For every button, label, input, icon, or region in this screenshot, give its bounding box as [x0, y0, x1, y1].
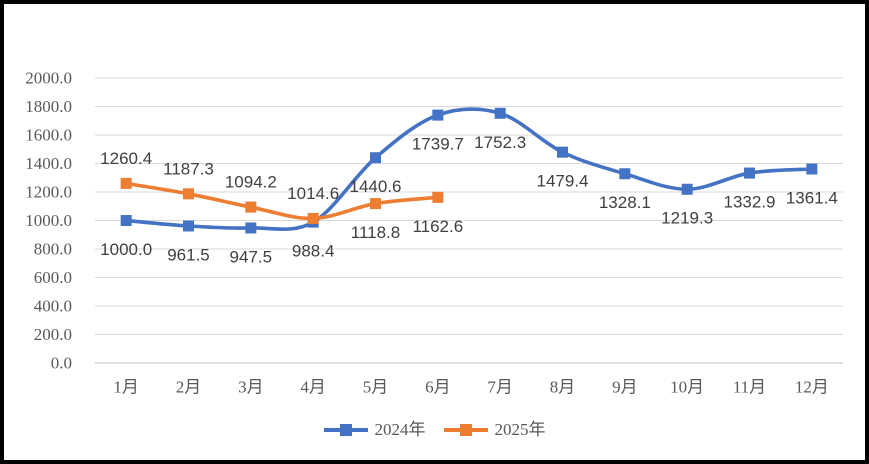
data-point-marker-2025年: [120, 177, 132, 189]
y-tick-label: 2000.0: [25, 69, 72, 88]
data-label-2024年: 961.5: [167, 245, 210, 264]
data-label-2025年: 1187.3: [163, 159, 214, 178]
data-point-marker-2025年: [183, 188, 194, 200]
data-label-2025年: 1162.6: [412, 217, 463, 236]
x-tick-label: 2月: [176, 378, 202, 397]
legend-square-2025: [459, 424, 472, 436]
data-label-2024年: 1219.3: [661, 209, 713, 228]
data-point-marker-2024年: [619, 168, 631, 180]
x-tick-label: 6月: [425, 378, 451, 397]
data-label-2024年: 988.4: [292, 242, 335, 261]
x-tick-label: 11月: [733, 378, 766, 397]
data-point-marker-2024年: [806, 163, 818, 175]
data-label-2024年: 1739.7: [412, 135, 464, 154]
x-tick-label: 12月: [795, 378, 829, 397]
data-label-2024年: 1328.1: [599, 193, 651, 212]
x-tick-label: 8月: [550, 378, 576, 397]
x-tick-label: 5月: [363, 378, 389, 397]
data-point-marker-2024年: [432, 109, 444, 121]
data-point-marker-2025年: [307, 212, 319, 224]
legend-item-2025: 2025年: [443, 419, 546, 441]
x-tick-label: 9月: [612, 378, 638, 397]
x-tick-label: 1月: [113, 378, 139, 397]
legend-item-2024: 2024年: [323, 419, 426, 441]
x-tick-label: 4月: [300, 378, 326, 397]
data-point-marker-2025年: [245, 201, 257, 213]
x-tick-label: 7月: [487, 378, 513, 397]
data-label-2024年: 947.5: [230, 247, 273, 266]
y-tick-label: 1800.0: [25, 97, 72, 116]
data-label-2025年: 1260.4: [100, 149, 152, 168]
y-tick-label: 1200.0: [25, 183, 72, 202]
y-tick-label: 600.0: [34, 268, 72, 287]
data-point-marker-2025年: [432, 191, 444, 203]
y-tick-label: 800.0: [34, 240, 72, 259]
x-tick-label: 3月: [238, 378, 264, 397]
line-chart: 0.0 200.0 400.0 600.0 800.0 1000.0 1200.0 1400.…: [25, 69, 843, 397]
y-tick-label: 1400.0: [25, 154, 72, 173]
data-label-2024年: 1440.6: [350, 177, 402, 196]
y-tick-label: 1000.0: [25, 211, 72, 230]
legend-line-square-marker-2024: [323, 424, 368, 436]
data-label-2024年: 1332.9: [724, 193, 776, 212]
y-tick-label: 200.0: [34, 325, 72, 344]
y-tick-label: 0.0: [51, 354, 72, 373]
data-label-2024年: 1752.3: [474, 133, 526, 152]
legend-line-square-marker-2025: [443, 424, 488, 436]
data-label-2024年: 1479.4: [537, 172, 589, 191]
legend-square-2024: [339, 424, 352, 436]
data-point-marker-2024年: [744, 167, 755, 179]
data-label-2025年: 1014.6: [287, 184, 339, 203]
data-point-marker-2024年: [120, 215, 132, 226]
x-tick-label: 10月: [670, 378, 704, 397]
legend-label-2025: 2025年: [494, 420, 546, 439]
data-label-2024年: 1000.0: [100, 240, 152, 259]
data-point-marker-2024年: [245, 222, 257, 234]
data-label-2024年: 1361.4: [786, 189, 838, 208]
data-point-marker-2024年: [370, 152, 381, 164]
data-point-marker-2024年: [557, 146, 568, 158]
data-point-marker-2024年: [681, 183, 693, 195]
data-label-2025年: 1094.2: [225, 173, 277, 192]
chart-legend: 2024年 2025年: [4, 419, 865, 441]
y-tick-label: 1600.0: [25, 126, 72, 145]
data-point-marker-2024年: [183, 220, 194, 232]
legend-label-2024: 2024年: [374, 420, 426, 439]
data-point-marker-2025年: [370, 198, 381, 210]
y-tick-label: 400.0: [34, 297, 72, 316]
data-label-2025年: 1118.8: [351, 223, 400, 242]
data-point-marker-2024年: [494, 107, 506, 119]
